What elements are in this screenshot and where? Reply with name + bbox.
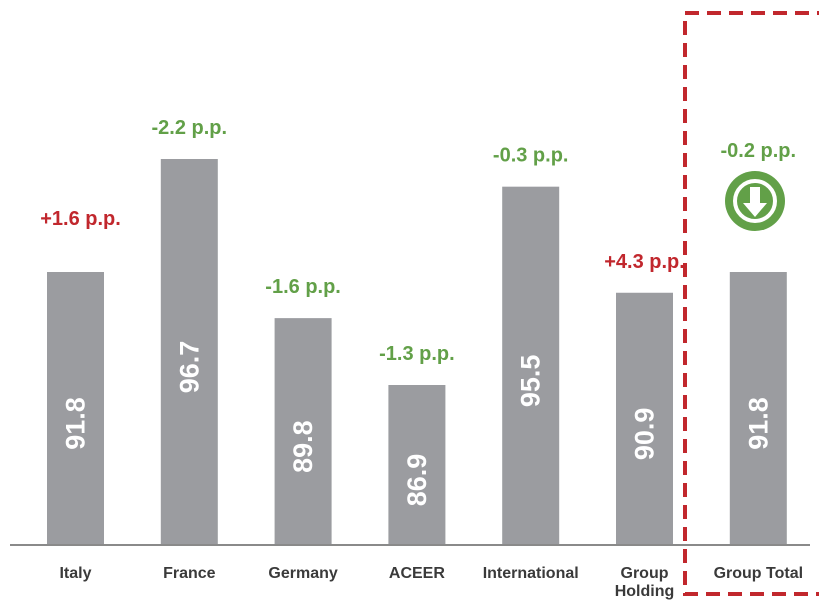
value-label-italy: 91.8 — [61, 397, 91, 450]
category-label-group-total: Group Total — [714, 565, 803, 582]
bar-italy — [47, 272, 104, 545]
indicator-arrow — [743, 187, 767, 217]
value-label-france: 96.7 — [174, 341, 204, 394]
bar-france — [160, 159, 218, 545]
change-label-italy: +1.6 p.p. — [40, 208, 121, 230]
category-label-germany: Germany — [268, 565, 337, 582]
change-label-international: -0.3 p.p. — [493, 145, 569, 167]
value-label-international: 95.5 — [516, 355, 546, 408]
change-label-group-total: -0.2 p.p. — [721, 140, 797, 162]
bars — [47, 159, 787, 545]
change-label-aceer: -1.3 p.p. — [379, 343, 455, 365]
category-label-italy: Italy — [59, 565, 91, 582]
change-labels: +1.6 p.p. -2.2 p.p. -1.6 p.p. -1.3 p.p. -0.3… — [40, 117, 796, 365]
change-label-germany: -1.6 p.p. — [265, 276, 341, 298]
value-label-group-holding: 90.9 — [630, 408, 660, 461]
down-arrow-circle-icon — [725, 171, 785, 231]
category-label-international: International — [483, 565, 579, 582]
category-label-france: France — [163, 565, 216, 582]
bar-aceer — [388, 385, 446, 545]
change-label-france: -2.2 p.p. — [152, 117, 228, 139]
change-label-group-holding: +4.3 p.p. — [604, 251, 685, 273]
indicator-ring — [733, 179, 777, 223]
group-total-highlight-box — [683, 11, 819, 596]
value-label-aceer: 86.9 — [402, 454, 432, 507]
category-label-group-holding-line-2: Holding — [615, 583, 675, 600]
bar-group-holding — [616, 292, 673, 545]
bar-international — [502, 186, 560, 545]
value-labels: 91.8 96.7 89.8 86.9 95.5 90.9 91.8 — [61, 341, 774, 507]
category-label-group-holding-line-1: Group — [621, 565, 669, 582]
category-labels: Italy France Germany ACEER International Grou… — [59, 565, 803, 600]
value-label-group-total: 91.8 — [743, 397, 773, 450]
category-label-aceer: ACEER — [389, 565, 445, 582]
value-label-germany: 89.8 — [288, 420, 318, 473]
bar-group-total — [729, 272, 787, 545]
bar-germany — [274, 318, 332, 545]
